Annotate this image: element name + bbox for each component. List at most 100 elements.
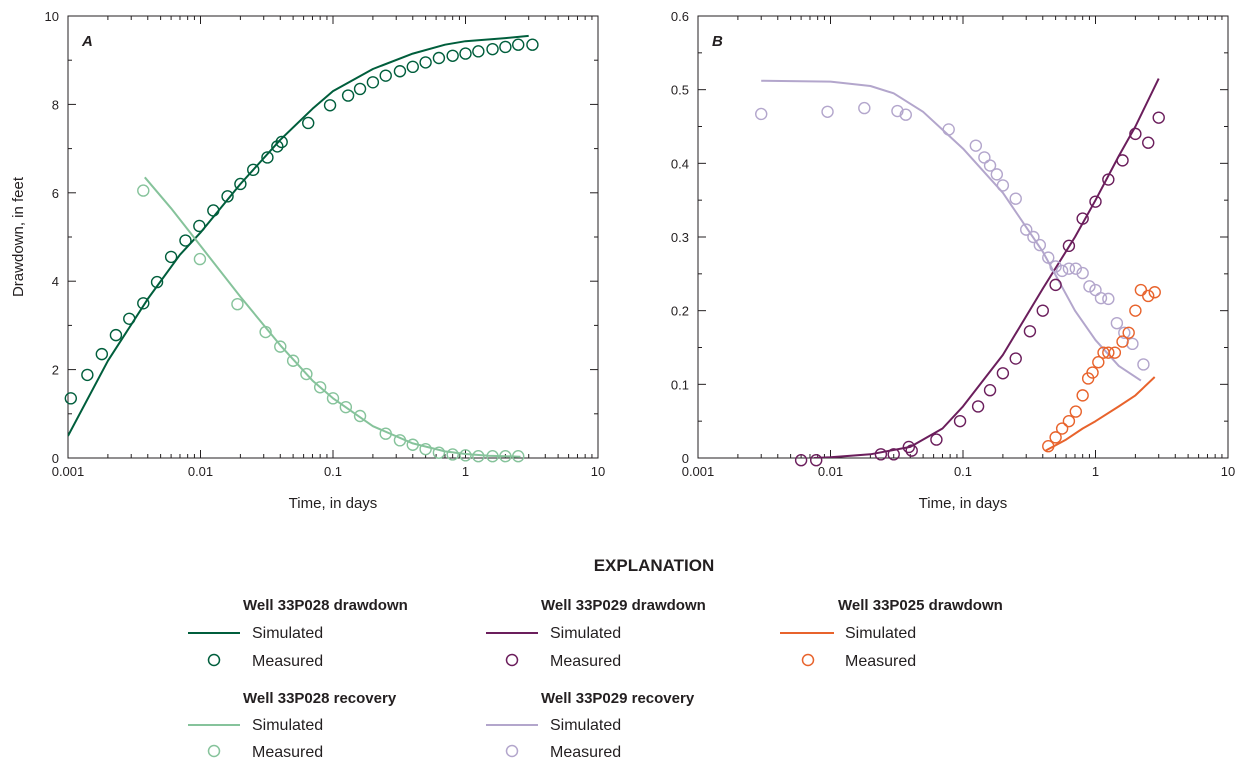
data-point-well-33p029-recovery-measured (755, 107, 768, 121)
data-point-well-33p029-drawdown-measured (905, 444, 918, 457)
data-point-well-33p029-drawdown-measured (1142, 136, 1155, 149)
data-point-well-33p028-recovery-measured (419, 442, 432, 456)
data-point-well-33p029-drawdown-measured (1129, 127, 1142, 141)
data-point-well-33p025-drawdown-measured (1142, 289, 1155, 303)
data-point-well-33p028-recovery-measured (432, 446, 446, 459)
data-point-well-33p028-drawdown-measured (379, 69, 392, 82)
data-point-well-33p028-drawdown-measured (472, 45, 485, 58)
data-point-well-33p028-drawdown-measured (432, 51, 446, 65)
data-point-well-33p028-drawdown-measured (499, 40, 512, 54)
x-tick-label: 0.001 (52, 464, 85, 479)
data-point-well-33p028-recovery-measured (300, 367, 313, 381)
data-point-well-33p028-drawdown-measured (459, 47, 472, 60)
legend-group-title: Well 33P028 drawdown (243, 597, 408, 614)
series-line-well-33p028-recovery-simulated (144, 176, 521, 458)
panel-label: B (712, 33, 723, 50)
legend-item-measured: Measured (252, 744, 323, 761)
data-point-well-33p029-drawdown-measured (953, 414, 967, 428)
legend-group-title: Well 33P029 recovery (541, 690, 695, 707)
legend-marker-33p028-drawdown (207, 653, 221, 667)
data-point-well-33p025-drawdown-measured (1148, 286, 1161, 299)
data-point-well-33p025-drawdown-measured (1108, 346, 1122, 359)
x-tick-label: 10 (1221, 464, 1235, 479)
data-point-well-33p028-drawdown-measured (81, 368, 94, 382)
legend-item-measured: Measured (550, 744, 621, 761)
data-point-well-33p028-recovery-measured (274, 340, 287, 353)
legend-item-measured: Measured (845, 653, 916, 670)
data-point-well-33p029-recovery-measured (1126, 337, 1139, 351)
legend-item-measured: Measured (550, 653, 621, 670)
x-tick-label: 1 (1092, 464, 1099, 479)
data-point-well-33p025-drawdown-measured (1116, 335, 1129, 348)
data-point-well-33p029-drawdown-measured (996, 367, 1010, 380)
data-point-well-33p029-recovery-measured (899, 108, 912, 121)
data-point-well-33p028-recovery-measured (393, 434, 407, 447)
data-point-well-33p028-drawdown-measured (64, 392, 78, 405)
data-point-well-33p029-recovery-measured (1118, 326, 1131, 339)
data-point-well-33p025-drawdown-measured (1122, 326, 1135, 339)
data-point-well-33p028-recovery-measured (353, 409, 367, 423)
x-tick-label: 1 (462, 464, 469, 479)
legend-group-33p025-drawdown: Well 33P025 drawdown Simulated Measured (780, 597, 1003, 670)
y-tick-label: 2 (52, 363, 59, 378)
legend-item-simulated: Simulated (550, 625, 621, 642)
x-tick-label: 0.1 (324, 464, 342, 479)
legend-marker-33p029-drawdown (505, 653, 519, 667)
x-tick-label: 0.01 (188, 464, 213, 479)
data-point-well-33p029-drawdown-measured (794, 454, 808, 467)
legend: EXPLANATION Well 33P028 drawdown Simulat… (188, 556, 1003, 761)
legend-item-simulated: Simulated (252, 717, 323, 734)
plot-frame (697, 15, 1229, 459)
data-point-well-33p028-recovery-measured (137, 184, 150, 197)
series-line-well-33p029-drawdown-simulated (813, 78, 1160, 458)
data-point-well-33p029-drawdown-measured (1089, 195, 1102, 208)
data-point-well-33p028-drawdown-measured (164, 250, 178, 264)
data-point-well-33p029-recovery-measured (996, 179, 1010, 192)
plot-area (68, 34, 529, 458)
data-point-well-33p028-drawdown-measured (95, 347, 109, 361)
data-point-well-33p029-recovery-measured (1137, 358, 1150, 371)
data-point-well-33p028-drawdown-measured (353, 82, 367, 96)
legend-group-33p029-drawdown: Well 33P029 drawdown Simulated Measured (486, 597, 706, 670)
x-tick-label: 0.001 (682, 464, 715, 479)
data-point-well-33p029-recovery-measured (858, 101, 871, 115)
y-tick-label: 6 (52, 186, 59, 201)
x-tick-label: 0.01 (818, 464, 843, 479)
y-tick-label: 0.5 (671, 83, 689, 98)
data-point-well-33p028-recovery-measured (459, 449, 472, 462)
legend-group-33p028-drawdown: Well 33P028 drawdown Simulated Measured (188, 597, 408, 670)
data-point-well-33p025-drawdown-measured (1049, 431, 1062, 444)
data-point-well-33p029-recovery-measured (990, 168, 1004, 181)
data-point-well-33p025-drawdown-measured (1129, 304, 1142, 317)
data-point-well-33p028-drawdown-measured (221, 190, 234, 203)
y-tick-label: 0.4 (671, 156, 689, 171)
data-point-well-33p029-drawdown-measured (1036, 304, 1049, 317)
data-point-well-33p025-drawdown-measured (1134, 283, 1148, 297)
y-tick-label: 0 (52, 451, 59, 466)
data-point-well-33p029-drawdown-measured (874, 448, 888, 461)
legend-marker-33p025-drawdown (801, 653, 815, 667)
data-point-well-33p028-drawdown-measured (341, 89, 355, 102)
data-point-well-33p029-drawdown-measured (930, 433, 943, 446)
data-point-well-33p029-drawdown-measured (902, 440, 916, 454)
data-point-well-33p029-recovery-measured (978, 151, 991, 164)
data-point-well-33p029-recovery-measured (1009, 192, 1022, 205)
legend-marker-33p028-recovery (207, 744, 221, 758)
data-point-well-33p028-drawdown-measured (247, 163, 260, 177)
data-point-well-33p029-drawdown-measured (1116, 154, 1129, 167)
y-tick-label: 4 (52, 274, 59, 289)
data-point-well-33p028-drawdown-measured (366, 76, 380, 89)
data-point-well-33p029-recovery-measured (1076, 266, 1089, 280)
data-point-well-33p028-drawdown-measured (275, 135, 288, 149)
data-point-well-33p025-drawdown-measured (1055, 422, 1069, 435)
panel-label: A (81, 33, 93, 50)
data-point-well-33p028-drawdown-measured (179, 234, 192, 247)
series-line-well-33p028-drawdown-simulated (68, 34, 529, 437)
data-point-well-33p025-drawdown-measured (1102, 346, 1115, 359)
data-point-well-33p029-recovery-measured (1055, 264, 1069, 278)
data-point-well-33p028-drawdown-measured (393, 65, 407, 78)
legend-group-title: Well 33P028 recovery (243, 690, 397, 707)
x-tick-label: 10 (591, 464, 605, 479)
data-point-well-33p028-recovery-measured (486, 450, 499, 463)
legend-group-title: Well 33P029 drawdown (541, 597, 706, 614)
